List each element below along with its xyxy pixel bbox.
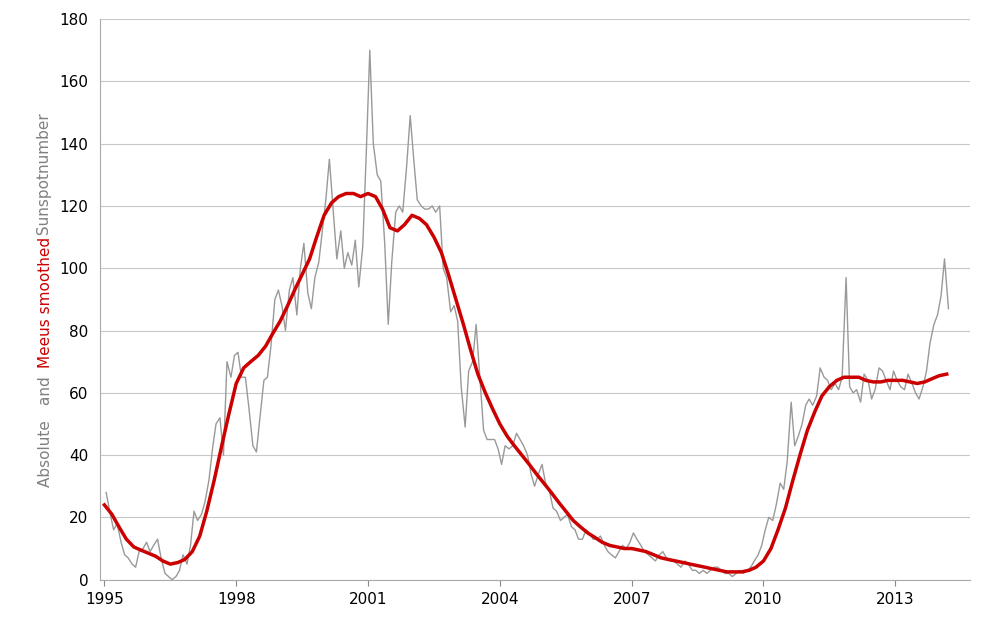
- Text: Meeus smoothed: Meeus smoothed: [38, 237, 53, 368]
- Text: Absolute: Absolute: [38, 415, 53, 487]
- Text: Sunspotnumber: Sunspotnumber: [38, 113, 53, 240]
- Text: and: and: [38, 371, 53, 404]
